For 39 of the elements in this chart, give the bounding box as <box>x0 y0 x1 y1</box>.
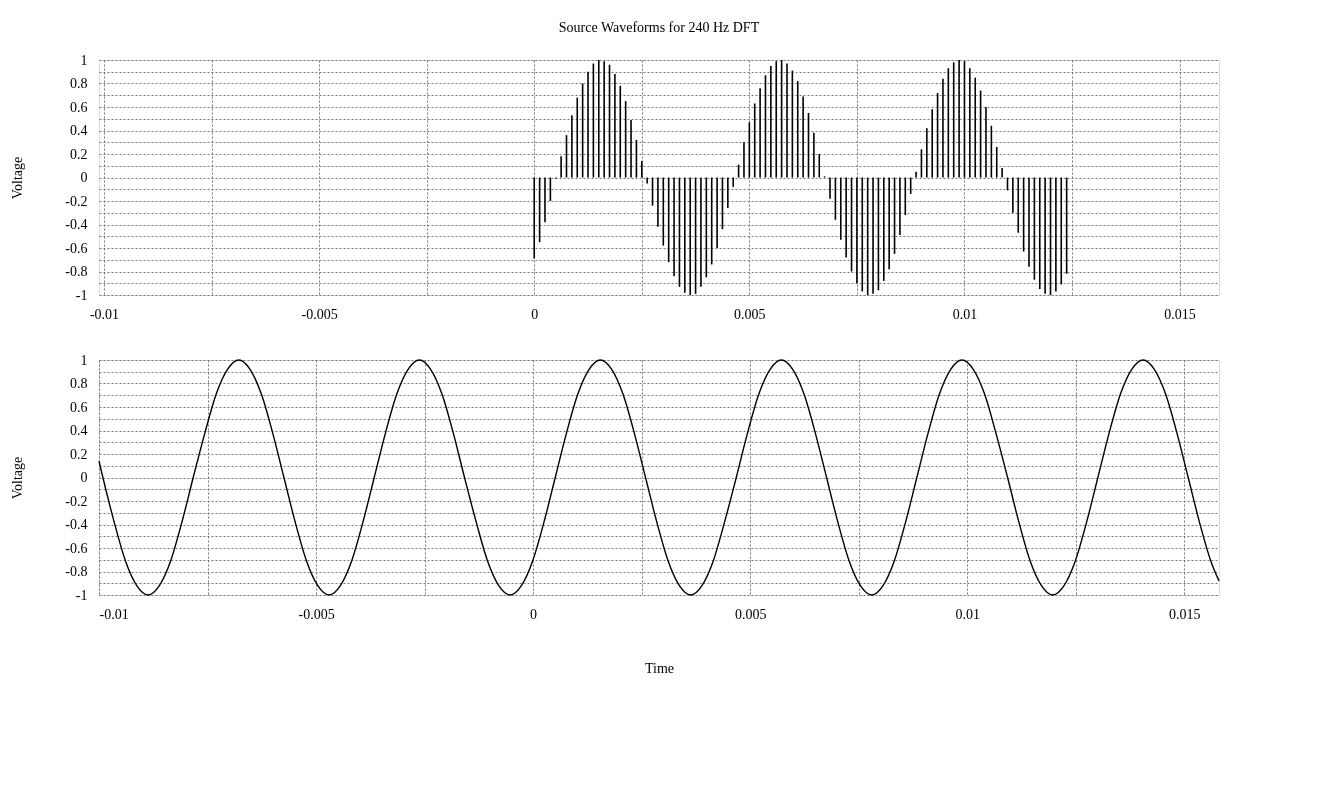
x-tick-label: -0.005 <box>301 306 338 322</box>
x-tick-label: -0.01 <box>99 606 129 622</box>
y-tick-label: -1 <box>75 287 88 303</box>
x-tick-label: 0.005 <box>734 306 766 322</box>
y-tick-label: 0.6 <box>70 399 88 415</box>
y-tick-label: 0.8 <box>70 376 88 391</box>
y-axis-title: Voltage <box>10 456 26 500</box>
line-series <box>98 359 1220 596</box>
y-tick-label: -1 <box>75 587 88 603</box>
y-tick-label: -0.8 <box>65 564 88 579</box>
y-tick-label: 0 <box>80 170 88 185</box>
y-tick-label: -0.4 <box>65 217 88 232</box>
y-tick-label: 0.4 <box>70 423 88 438</box>
x-tick-label: 0 <box>530 606 538 622</box>
x-tick-label: 0.01 <box>952 306 978 322</box>
y-tick-label: 0.2 <box>70 446 88 462</box>
y-tick-label: 1 <box>80 352 88 368</box>
y-tick-label: 0.8 <box>70 76 88 91</box>
y-tick-label: 0.2 <box>70 146 88 162</box>
y-tick-label: -0.2 <box>65 193 88 209</box>
x-tick-label: 0.005 <box>734 606 767 622</box>
y-tick-label: -0.6 <box>65 540 88 556</box>
y-tick-label: -0.8 <box>65 264 88 279</box>
y-tick-label: 0.4 <box>70 123 88 138</box>
y-tick-label: -0.6 <box>65 240 88 256</box>
chart-title: Source Waveforms for 240 Hz DFT <box>558 20 760 35</box>
x-tick-label: -0.01 <box>89 306 120 322</box>
y-tick-label: -0.2 <box>65 493 88 509</box>
x-tick-label: 0.015 <box>1169 606 1201 622</box>
x-tick-label: 0 <box>531 306 539 322</box>
x-tick-label: 0.015 <box>1164 306 1196 322</box>
y-tick-label: -0.4 <box>65 517 88 532</box>
x-axis-title: Time <box>644 660 675 676</box>
y-axis-title: Voltage <box>10 156 26 200</box>
x-tick-label: 0.01 <box>955 606 980 622</box>
y-tick-label: 0 <box>80 470 88 485</box>
y-tick-label: 1 <box>80 52 88 68</box>
y-tick-label: 0.6 <box>70 99 88 115</box>
x-tick-label: -0.005 <box>298 606 335 622</box>
